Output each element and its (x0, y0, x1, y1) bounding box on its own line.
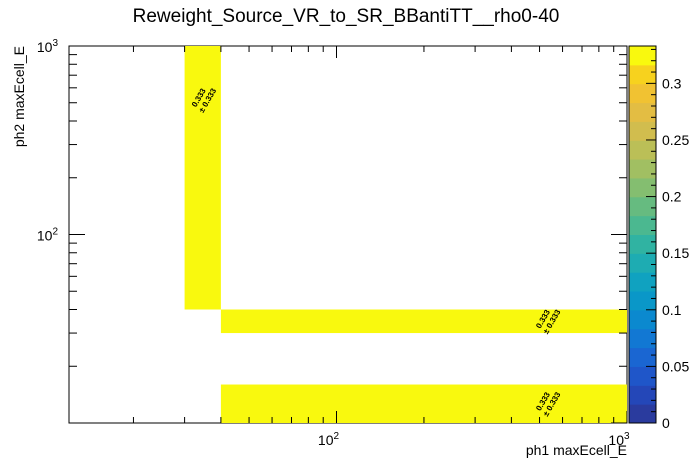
y-tick-label: 103 (37, 38, 59, 55)
palette-swatch (629, 196, 656, 217)
color-palette: 0 0.05 0.1 0.15 0.2 0.25 0.3 (628, 45, 689, 431)
palette-tick-label: 0.2 (662, 189, 682, 205)
palette-tick-label: 0.15 (662, 245, 689, 261)
palette-swatch (629, 215, 656, 235)
palette-swatch (629, 385, 656, 405)
palette-swatch (629, 328, 656, 349)
y-tick-label: 102 (37, 227, 59, 244)
palette-swatch (629, 46, 656, 66)
palette-swatch (629, 309, 656, 330)
palette-swatch (629, 253, 656, 273)
palette-tick-label: 0.3 (662, 75, 682, 91)
heatmap-cells (184, 46, 628, 423)
palette-swatch (629, 140, 656, 160)
plot-frame (68, 45, 628, 424)
palette-swatch (629, 177, 656, 198)
palette-swatch (629, 102, 656, 122)
palette-swatch (629, 121, 656, 141)
palette-swatch (629, 272, 656, 292)
x-axis-label: ph1 maxEcell_E (526, 442, 627, 458)
y-axis-label: ph2 maxEcell_E (11, 46, 27, 147)
palette-swatch (629, 347, 656, 367)
heatmap-cell (184, 46, 221, 310)
heatmap-cell (220, 384, 628, 423)
palette-swatch (629, 234, 656, 254)
palette-swatch (629, 291, 656, 311)
palette-tick-label: 0.05 (662, 358, 689, 374)
palette-frame (628, 45, 657, 424)
x-tick-label: 102 (318, 431, 340, 448)
palette-tick-label: 0 (662, 415, 670, 431)
palette-swatch (629, 64, 656, 85)
palette-tick-label: 0.1 (662, 302, 682, 318)
palette-swatch (629, 159, 656, 179)
palette-tick-label: 0.25 (662, 132, 689, 148)
palette-swatch (629, 366, 656, 386)
palette-swatch (629, 83, 656, 104)
heatmap-cell (220, 309, 628, 334)
palette-swatch (629, 404, 656, 424)
chart-title: Reweight_Source_VR_to_SR_BBantiTT__rho0-… (133, 6, 560, 27)
